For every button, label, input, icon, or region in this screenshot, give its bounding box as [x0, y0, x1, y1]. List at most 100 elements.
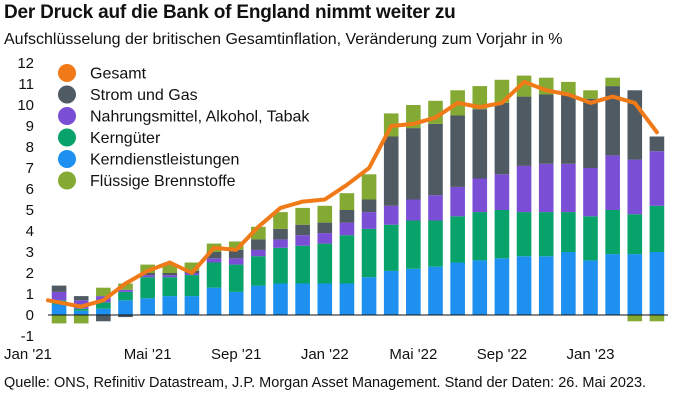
bar-segment [383, 224, 399, 271]
bar-segment [494, 102, 510, 175]
bar-segment [251, 256, 266, 286]
bar-segment [96, 308, 111, 315]
bar-segment [361, 228, 377, 278]
bar-segment [494, 210, 510, 259]
bar-segment [516, 96, 532, 166]
bar-segment [295, 245, 310, 284]
bar-segment [583, 216, 598, 261]
bar-segment [383, 205, 399, 225]
legend-label: Flüssige Brennstoffe [90, 173, 236, 190]
bar-segment [472, 86, 488, 110]
bar-segment [206, 262, 222, 288]
bar-segment [494, 258, 510, 315]
bar-segment [450, 115, 465, 187]
bar-segment [605, 86, 620, 156]
bar-segment [583, 168, 598, 217]
bar-segment [273, 247, 288, 284]
legend-marker [58, 85, 76, 104]
bar-segment [450, 186, 465, 217]
y-tick-label: 9 [26, 118, 34, 135]
bar-segment [583, 90, 598, 99]
y-tick-label: 10 [17, 97, 34, 114]
bar-segment [428, 220, 443, 267]
bar-segment [162, 296, 178, 315]
bar-segment [295, 283, 310, 315]
bar-segment [339, 193, 355, 210]
bar-segment [295, 224, 310, 236]
bar-segment [561, 94, 576, 164]
bar-segment [339, 283, 355, 315]
y-tick-label: 7 [26, 160, 34, 177]
bar-segment [251, 249, 266, 257]
bar-segment [96, 315, 111, 322]
x-tick-label: Mai '22 [389, 346, 437, 363]
bar-segment [162, 275, 178, 278]
bar-segment [295, 207, 310, 225]
bar-segment [361, 277, 377, 315]
bar-segment [118, 283, 133, 290]
bar-segment [516, 165, 532, 213]
legend-label: Kerngüter [90, 130, 161, 147]
chart-subtitle: Aufschlüsselung der britischen Gesamtinf… [4, 31, 563, 48]
bar-segment [406, 199, 421, 221]
x-tick-label: Mai '21 [124, 346, 172, 363]
bar-segment [228, 249, 244, 259]
bar-segment [140, 298, 155, 315]
bar-segment [472, 212, 488, 261]
legend-marker [58, 128, 76, 147]
legend-marker [58, 150, 76, 168]
chart-title: Der Druck auf die Bank of England nimmt … [4, 2, 456, 23]
bar-segment [317, 283, 333, 315]
y-tick-label: 11 [18, 76, 34, 93]
bar-segment [649, 136, 665, 152]
bar-segment [118, 289, 133, 292]
bar-segment [472, 109, 488, 179]
bar-segment [494, 174, 510, 210]
bar-segment [162, 277, 178, 297]
bar-segment [228, 258, 244, 265]
bar-segment [428, 266, 443, 315]
bar-segment [140, 275, 155, 278]
bar-segment [561, 212, 576, 252]
bar-segment [649, 151, 665, 206]
bar-segment [516, 256, 532, 315]
bar-segment [472, 260, 488, 315]
bar-segment [561, 81, 576, 95]
y-tick-label: 4 [26, 223, 34, 240]
bar-segment [118, 291, 133, 301]
bar-segment [118, 315, 133, 318]
x-tick-label: Sep '21 [211, 346, 261, 363]
bar-segment [339, 210, 355, 223]
legend-label: Nahrungsmittel, Alkohol, Tabak [90, 109, 310, 126]
bar-segment [73, 310, 89, 315]
legend-label: Kerndienstleistungen [90, 152, 239, 169]
y-tick-label: 6 [26, 181, 34, 198]
bar-segment [339, 222, 355, 236]
bar-segment [605, 155, 620, 210]
bar-segment [184, 275, 200, 297]
legend-marker [58, 171, 76, 190]
y-tick-label: 3 [26, 244, 34, 261]
legend-label: Gesamt [90, 66, 147, 83]
legend-label: Strom und Gas [90, 87, 198, 104]
x-tick-label: Sep '22 [477, 346, 527, 363]
bar-segment [162, 273, 178, 276]
y-tick-label: 8 [26, 139, 34, 156]
bar-segment [273, 283, 288, 315]
legend-marker [58, 107, 76, 125]
bar-segment [428, 123, 443, 196]
bar-segment [450, 216, 465, 263]
bar-segment [605, 210, 620, 255]
bar-segment [51, 285, 67, 292]
y-tick-label: 1 [26, 286, 34, 303]
bar-segment [51, 315, 67, 324]
bar-segment [561, 163, 576, 213]
bar-segment [649, 205, 665, 252]
bar-segment [383, 270, 399, 315]
bar-segment [206, 287, 222, 315]
bar-segment [184, 262, 200, 271]
bar-segment [206, 258, 222, 263]
legend-marker [58, 64, 76, 82]
bar-segment [73, 308, 89, 311]
